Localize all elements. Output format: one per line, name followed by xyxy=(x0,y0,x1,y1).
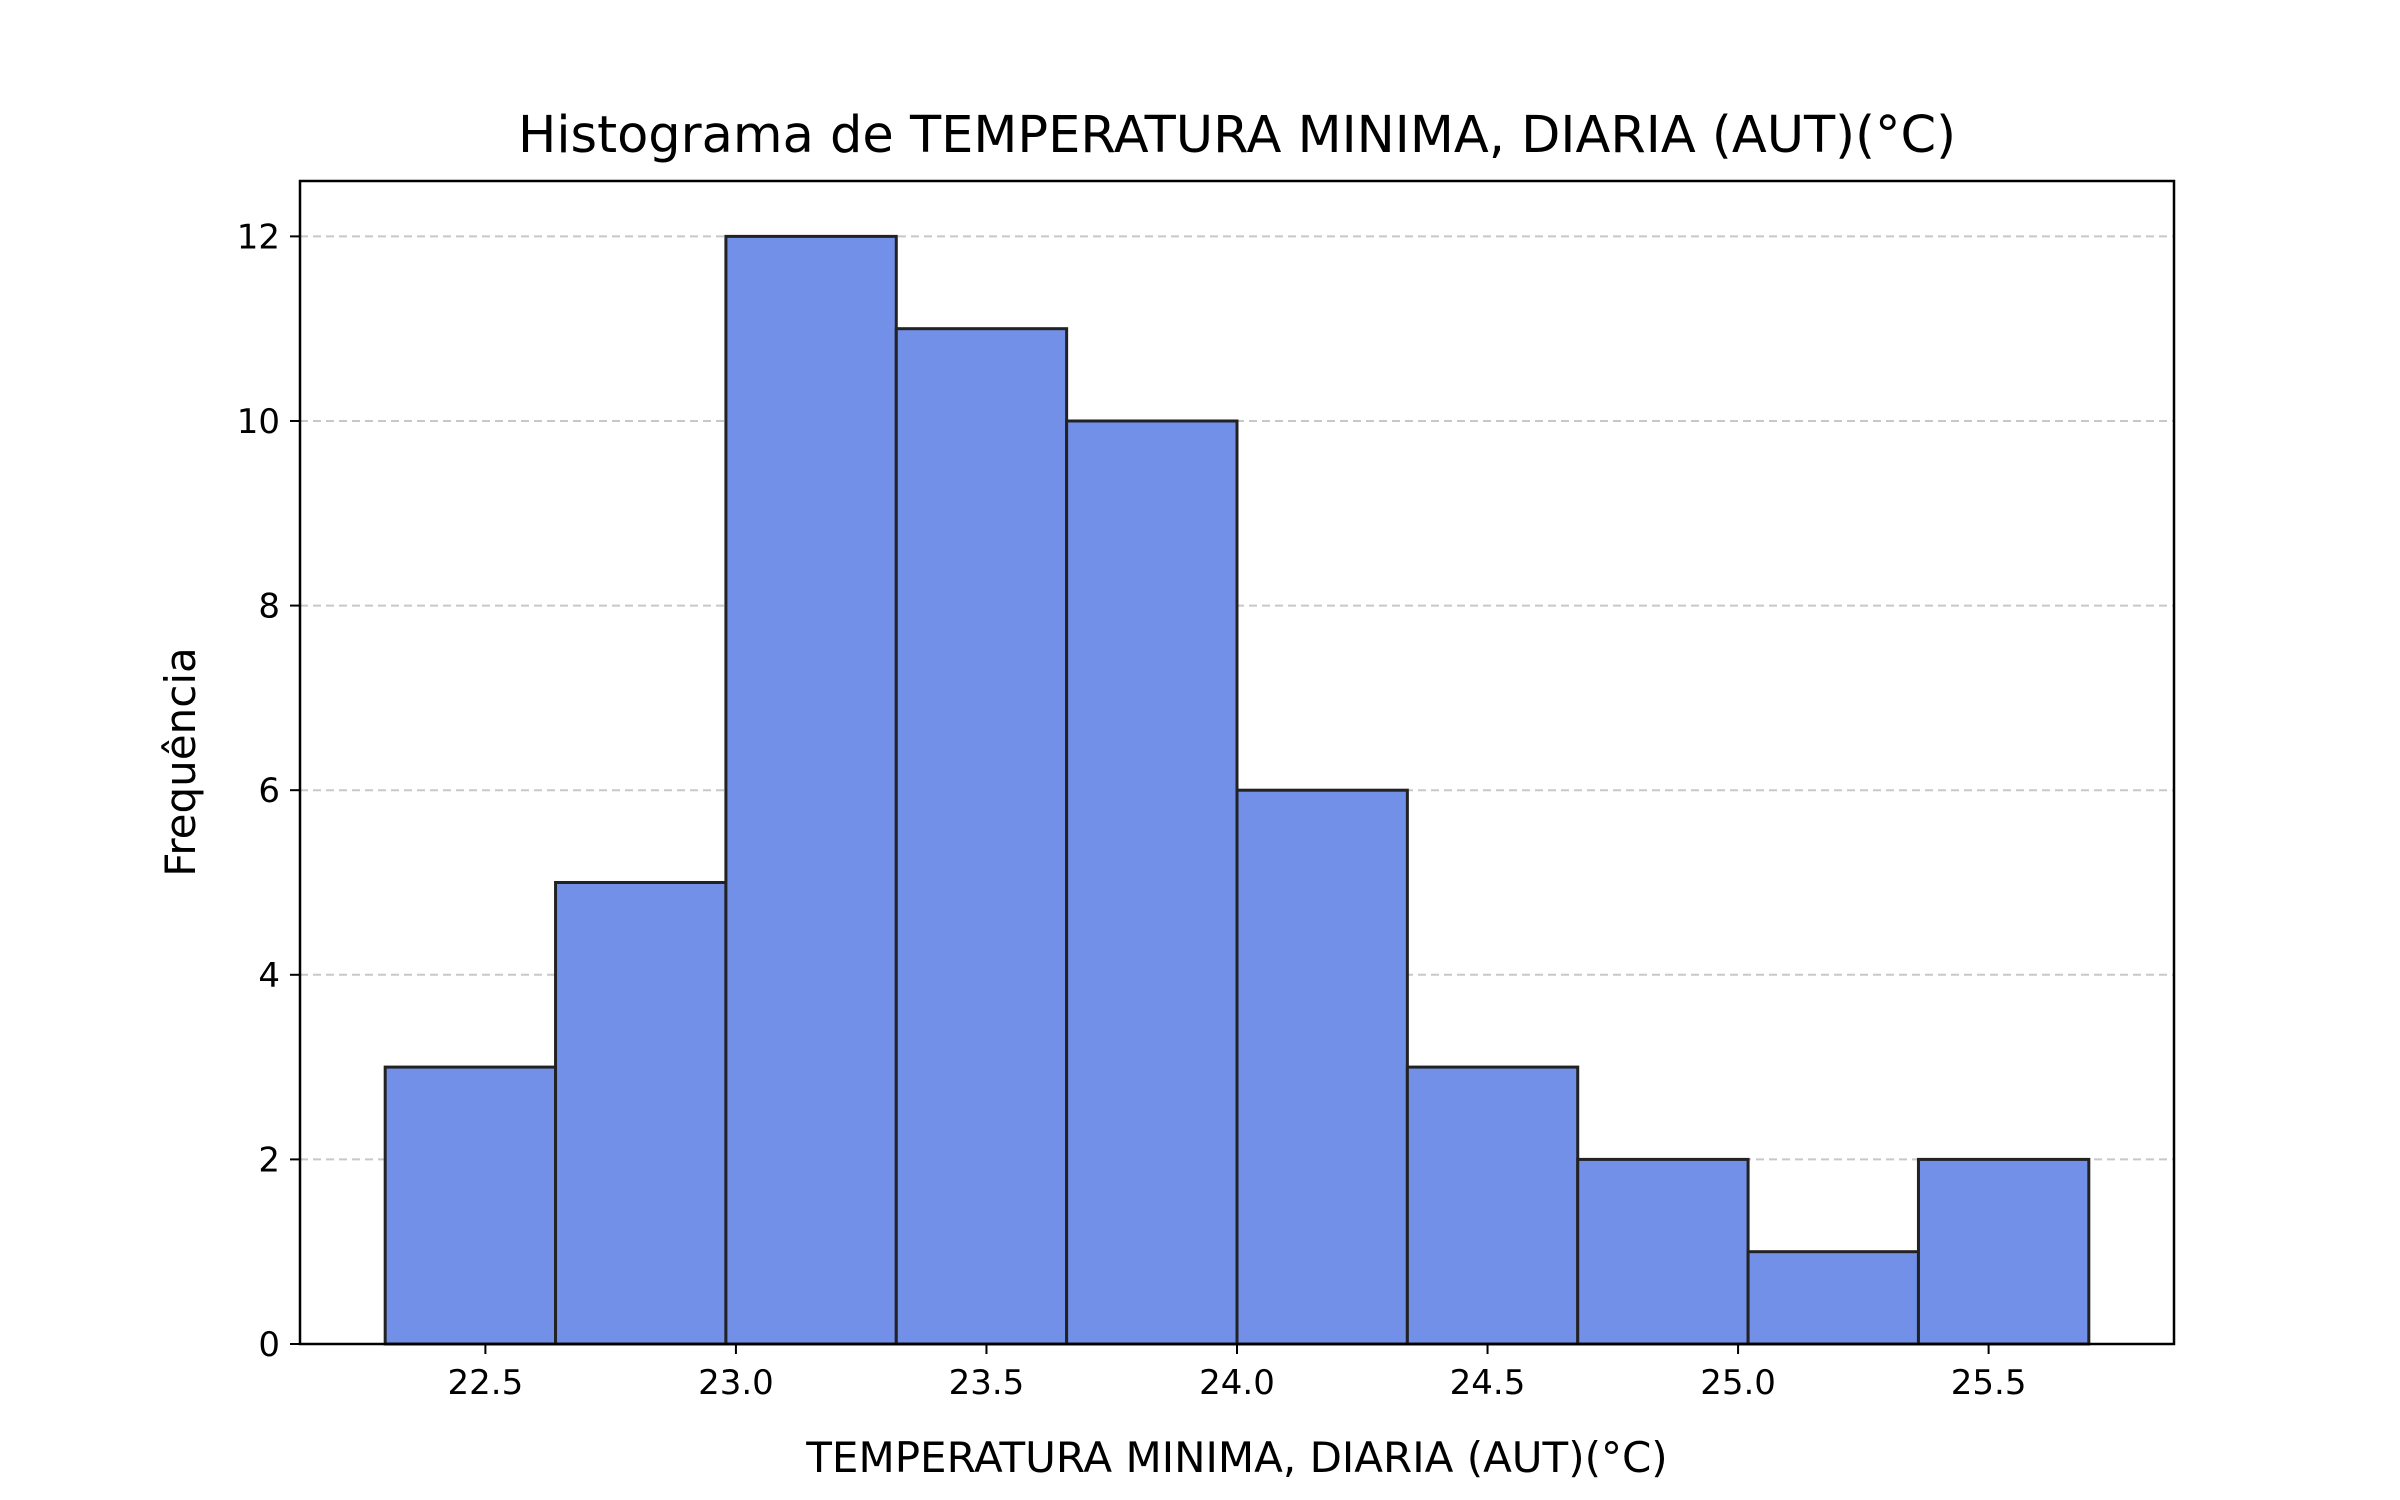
x-axis-label: TEMPERATURA MINIMA, DIARIA (AUT)(°C) xyxy=(805,1433,1667,1482)
histogram-bars xyxy=(383,234,2091,1346)
y-axis-label: Frequência xyxy=(156,647,205,877)
histogram-bar-1 xyxy=(554,880,728,1346)
x-tick-label-1: 23.0 xyxy=(698,1363,774,1403)
histogram-bar-2 xyxy=(724,234,898,1346)
histogram-bar-4 xyxy=(1065,419,1239,1346)
y-tick-label-3: 6 xyxy=(258,771,280,811)
x-tick-label-4: 24.5 xyxy=(1450,1363,1526,1403)
histogram-bar-6 xyxy=(1405,1065,1580,1346)
chart-title: Histograma de TEMPERATURA MINIMA, DIARIA… xyxy=(518,106,1956,165)
histogram-bar-0 xyxy=(383,1065,558,1346)
x-tick-label-3: 24.0 xyxy=(1199,1363,1275,1403)
histogram-bar-3 xyxy=(894,327,1069,1346)
histogram-bar-5 xyxy=(1235,788,1409,1346)
x-tick-label-5: 25.0 xyxy=(1700,1363,1776,1403)
histogram-bar-8 xyxy=(1746,1250,1920,1346)
histogram-bar-9 xyxy=(1916,1157,2091,1346)
x-tick-label-2: 23.5 xyxy=(949,1363,1025,1403)
histogram-bar-7 xyxy=(1576,1157,1750,1346)
x-tick-label-6: 25.5 xyxy=(1951,1363,2027,1403)
y-tick-label-6: 12 xyxy=(237,217,280,257)
y-tick-label-2: 4 xyxy=(258,956,280,996)
y-axis-ticks: 0 2 4 6 8 10 12 xyxy=(237,217,300,1365)
y-tick-label-5: 10 xyxy=(237,402,280,442)
y-tick-label-1: 2 xyxy=(258,1140,280,1180)
x-axis-ticks: 22.5 23.0 23.5 24.0 24.5 25.0 25.5 xyxy=(448,1344,2027,1403)
y-tick-label-0: 0 xyxy=(258,1325,280,1365)
x-tick-label-0: 22.5 xyxy=(448,1363,524,1403)
y-tick-label-4: 8 xyxy=(258,587,280,627)
